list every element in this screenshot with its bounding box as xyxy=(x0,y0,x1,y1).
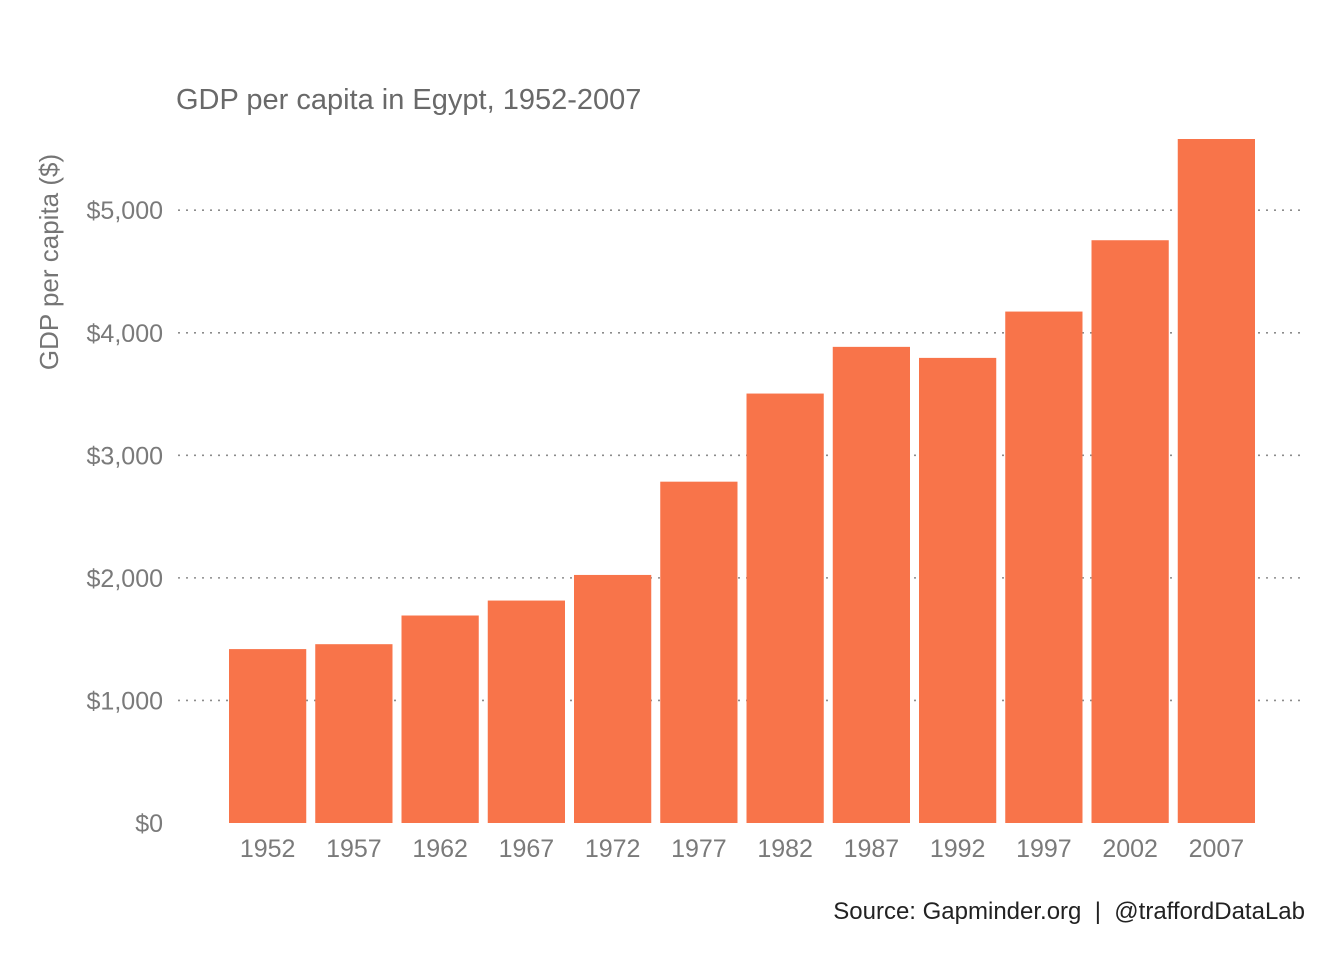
y-tick-label: $1,000 xyxy=(87,687,163,715)
grid-lines xyxy=(178,209,1300,702)
x-tick-label: 2007 xyxy=(1189,835,1245,863)
source-caption: Source: Gapminder.org | @traffordDataLab xyxy=(833,898,1305,925)
bar-1957 xyxy=(315,644,393,823)
y-tick-label: $2,000 xyxy=(87,565,163,593)
bars xyxy=(229,139,1255,824)
bar-1987 xyxy=(832,346,910,823)
y-tick-label: $5,000 xyxy=(87,197,163,225)
x-tick-label: 1962 xyxy=(412,835,468,863)
y-axis-ticks: $0 $1,000 $2,000 $3,000 $4,000 $5,000 xyxy=(87,197,163,838)
y-tick-label: $3,000 xyxy=(87,442,163,470)
bar-1962 xyxy=(401,615,479,823)
x-axis-ticks: 1952 1957 1962 1967 1972 1977 1982 1987 1992 1997… xyxy=(240,835,1244,863)
bar-2002 xyxy=(1091,240,1169,824)
x-tick-label: 1997 xyxy=(1016,835,1072,863)
bar-1952 xyxy=(229,649,307,823)
bar-1982 xyxy=(746,393,824,823)
bar-1977 xyxy=(660,481,738,823)
x-tick-label: 1982 xyxy=(757,835,813,863)
x-tick-label: 1987 xyxy=(844,835,900,863)
x-tick-label: 1992 xyxy=(930,835,986,863)
y-tick-label: $4,000 xyxy=(87,320,163,348)
chart-title: GDP per capita in Egypt, 1952-2007 xyxy=(176,84,641,116)
y-tick-label: $0 xyxy=(135,810,163,838)
x-tick-label: 1972 xyxy=(585,835,641,863)
x-tick-label: 1967 xyxy=(499,835,555,863)
x-tick-label: 1957 xyxy=(326,835,382,863)
x-tick-label: 2002 xyxy=(1102,835,1158,863)
bar-1997 xyxy=(1005,311,1083,823)
y-axis-title: GDP per capita ($) xyxy=(34,154,64,370)
x-tick-label: 1977 xyxy=(671,835,727,863)
bar-1992 xyxy=(919,357,997,823)
x-tick-label: 1952 xyxy=(240,835,296,863)
bar-1967 xyxy=(487,600,565,823)
bar-1972 xyxy=(574,574,652,823)
bar-2007 xyxy=(1177,139,1255,823)
